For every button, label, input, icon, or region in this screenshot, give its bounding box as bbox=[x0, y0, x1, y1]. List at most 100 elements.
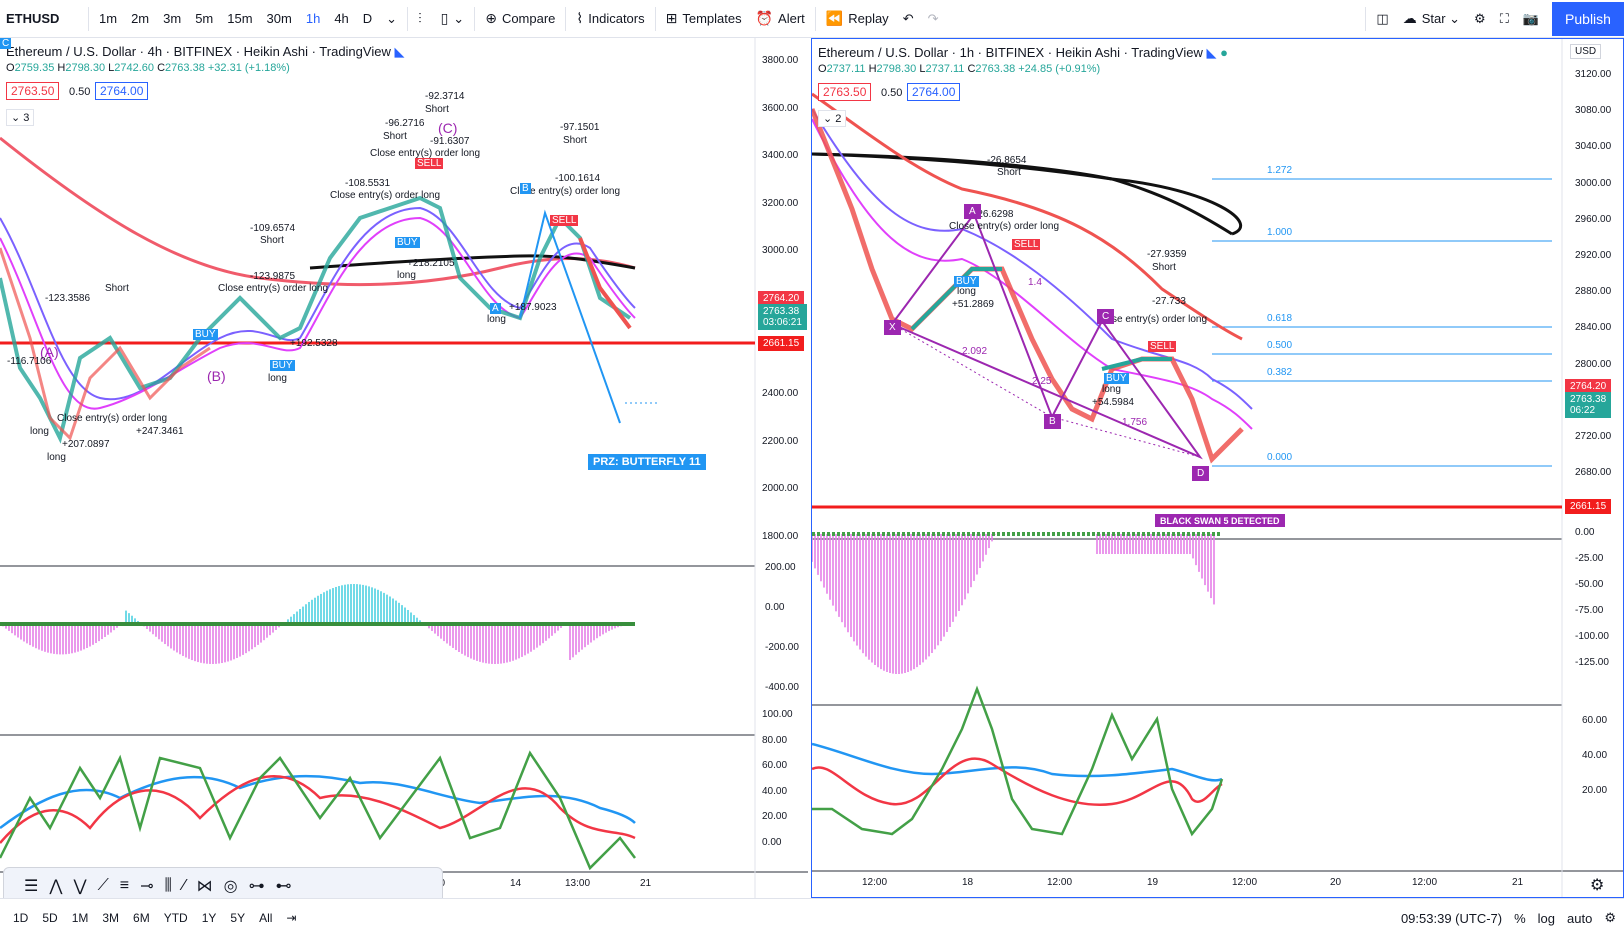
interval-D[interactable]: D bbox=[362, 11, 373, 26]
settings-button[interactable]: ⚙ bbox=[1604, 910, 1616, 926]
interval-dropdown[interactable]: ⌄ bbox=[386, 10, 398, 26]
trade-annotation: Close entry(s) order long bbox=[218, 283, 329, 294]
range-ytd[interactable]: YTD bbox=[163, 911, 188, 925]
alert-label: Alert bbox=[778, 11, 805, 26]
ohlc-open: 2737.11 bbox=[826, 63, 866, 75]
bar-style-button[interactable]: ⫶ bbox=[411, 0, 434, 38]
layout-button[interactable]: ◫ bbox=[1369, 0, 1395, 38]
interval-3m[interactable]: 3m bbox=[163, 11, 182, 26]
fullscreen-button[interactable]: ⛶ bbox=[1493, 0, 1516, 38]
range-1d[interactable]: 1D bbox=[13, 911, 29, 925]
symbol-search[interactable]: ETHUSD bbox=[6, 11, 60, 26]
star-button[interactable]: ☁ Star ⌄ bbox=[1402, 10, 1461, 26]
settings-button[interactable]: ⚙ bbox=[1467, 0, 1493, 38]
axis-tick-label: 0.00 bbox=[765, 602, 785, 613]
axis-tick-label: 2720.00 bbox=[1575, 431, 1612, 442]
trade-annotation: +51.2869 bbox=[952, 299, 994, 310]
ohlc-change: +24.85 (+0.91%) bbox=[1018, 63, 1101, 75]
date-range-button[interactable]: ⇥ bbox=[279, 911, 303, 925]
interval-4h[interactable]: 4h bbox=[334, 11, 349, 26]
range-1m[interactable]: 1M bbox=[71, 911, 89, 925]
axis-tick-label: 3040.00 bbox=[1575, 141, 1612, 153]
auto-toggle[interactable]: auto bbox=[1567, 910, 1593, 926]
fib-fan-icon[interactable]: ⫼ bbox=[164, 877, 172, 894]
right-chart-title[interactable]: Ethereum / U.S. Dollar · 1h · BITFINEX ·… bbox=[818, 45, 1228, 61]
xabcd-icon[interactable]: ⋀ bbox=[49, 878, 63, 895]
trade-annotation: -100.1614 bbox=[555, 173, 601, 184]
chart-settings-button[interactable]: ⚙ bbox=[1590, 875, 1604, 895]
indicators-label: Indicators bbox=[588, 11, 645, 26]
axis-tick-label: -75.00 bbox=[1575, 605, 1604, 616]
trend-line-icon[interactable]: ⁄ bbox=[182, 877, 186, 894]
flag-icon: ◣ bbox=[1206, 45, 1217, 60]
left-chart-title[interactable]: Ethereum / U.S. Dollar · 4h · BITFINEX ·… bbox=[6, 44, 404, 60]
currency-select[interactable]: USD bbox=[1570, 44, 1602, 59]
ask-box[interactable]: 2764.00 bbox=[95, 82, 149, 100]
range-3m[interactable]: 3M bbox=[102, 911, 120, 925]
signal-badge: BUY bbox=[395, 237, 420, 248]
log-toggle[interactable]: log bbox=[1537, 910, 1556, 926]
bid-box[interactable]: 2763.50 bbox=[818, 83, 872, 101]
interval-5m[interactable]: 5m bbox=[195, 11, 214, 26]
interval-1h[interactable]: 1h bbox=[305, 11, 321, 26]
left-chart-pane[interactable]: Ethereum / U.S. Dollar · 4h · BITFINEX ·… bbox=[0, 38, 808, 905]
trade-annotation: Short bbox=[425, 104, 449, 115]
redo-button[interactable]: ↷ bbox=[921, 0, 946, 38]
trade-annotation: -27.9359 bbox=[1147, 249, 1187, 260]
candle-type-button[interactable]: ▯ ⌄ bbox=[440, 10, 465, 26]
range-all[interactable]: All bbox=[259, 911, 273, 925]
plus-circle-icon: ⊕ bbox=[485, 10, 497, 26]
ask-box[interactable]: 2764.00 bbox=[907, 83, 961, 101]
range-5d[interactable]: 5D bbox=[42, 911, 58, 925]
replay-button[interactable]: ⏪ Replay bbox=[819, 0, 896, 38]
axis-tick-label: -50.00 bbox=[1575, 579, 1604, 590]
snapshot-button[interactable]: 📷 bbox=[1516, 0, 1546, 38]
indicators-button[interactable]: ⌇ Indicators bbox=[569, 0, 651, 38]
ohlc-close: 2763.38 bbox=[975, 63, 1016, 75]
trend-angle-icon[interactable]: ⟋ bbox=[97, 877, 109, 894]
publish-button[interactable]: Publish bbox=[1552, 2, 1624, 36]
undo-button[interactable]: ↶ bbox=[896, 0, 921, 38]
bottom-toolbar: 1D 5D 1M 3M 6M YTD 1Y 5Y All ⇥ 09:53:39 (UTC-7) … bbox=[0, 898, 1624, 937]
top-toolbar: ETHUSD 1m 2m 3m 5m 15m 30m 1h 4h D ⌄ ⫶ ▯ ⌄ ⊕ Compa… bbox=[0, 0, 1624, 38]
abcd-icon[interactable]: ⋁ bbox=[73, 878, 87, 895]
time-tick-label: 21 bbox=[1512, 877, 1524, 888]
fib-icon[interactable]: ≡ bbox=[119, 877, 130, 894]
trade-annotation: long bbox=[30, 426, 49, 437]
range-5y[interactable]: 5Y bbox=[230, 911, 246, 925]
interval-2m[interactable]: 2m bbox=[131, 11, 150, 26]
clock-time[interactable]: 09:53:39 (UTC-7) bbox=[1400, 910, 1503, 926]
left-chart-canvas[interactable] bbox=[0, 38, 808, 898]
pattern-icon[interactable]: ⋈ bbox=[196, 878, 213, 895]
pattern-point: C bbox=[1097, 309, 1115, 324]
range-icon[interactable]: ⊶ bbox=[248, 878, 265, 895]
trade-annotation: 2.092 bbox=[962, 346, 988, 357]
measure-icon[interactable]: ⊷ bbox=[275, 878, 292, 895]
axis-tick-label: 3080.00 bbox=[1575, 105, 1612, 117]
percent-toggle[interactable]: % bbox=[1514, 910, 1526, 926]
collapse-indicators[interactable]: ⌄ 2 bbox=[818, 110, 847, 127]
trade-annotation: -92.3714 bbox=[425, 91, 465, 102]
right-chart-canvas[interactable] bbox=[812, 39, 1623, 897]
collapse-indicators[interactable]: ⌄ 3 bbox=[6, 109, 35, 126]
axis-tick-label: 20.00 bbox=[762, 811, 788, 822]
axis-tick-label: 2000.00 bbox=[762, 483, 799, 495]
pitchfork-icon[interactable]: ☰ bbox=[24, 878, 39, 895]
signal-badge: A bbox=[490, 303, 501, 314]
compare-button[interactable]: ⊕ Compare bbox=[478, 0, 562, 38]
spiral-icon[interactable]: ◎ bbox=[223, 878, 238, 895]
right-chart-pane[interactable]: Ethereum / U.S. Dollar · 1h · BITFINEX ·… bbox=[811, 38, 1624, 898]
range-6m[interactable]: 6M bbox=[133, 911, 150, 925]
interval-30m[interactable]: 30m bbox=[266, 11, 292, 26]
bid-box[interactable]: 2763.50 bbox=[6, 82, 60, 100]
interval-1m[interactable]: 1m bbox=[99, 11, 118, 26]
support-price-tag: 2661.15 bbox=[1565, 499, 1612, 514]
time-tick-label: 19 bbox=[1147, 877, 1159, 888]
time-tick-label: 21 bbox=[640, 878, 652, 889]
alert-button[interactable]: ⏰ Alert bbox=[749, 0, 812, 38]
axis-tick-label: -25.00 bbox=[1575, 553, 1604, 564]
templates-button[interactable]: ⊞ Templates bbox=[659, 0, 749, 38]
horizontal-ray-icon[interactable]: ⊸ bbox=[140, 878, 154, 895]
range-1y[interactable]: 1Y bbox=[201, 911, 217, 925]
interval-15m[interactable]: 15m bbox=[227, 11, 253, 26]
